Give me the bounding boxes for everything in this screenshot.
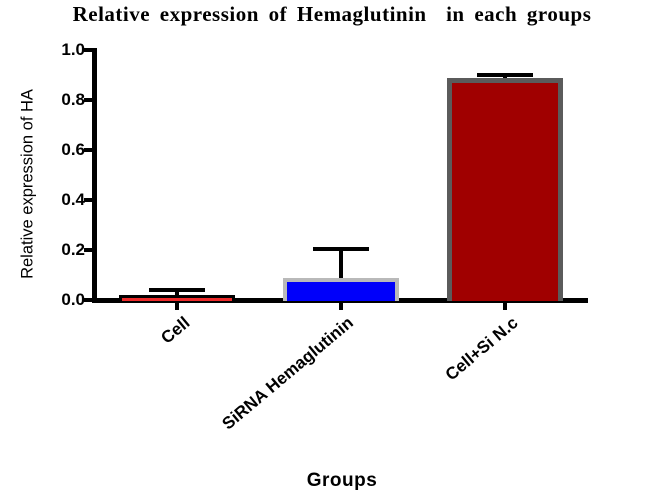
y-tick (84, 248, 92, 252)
x-category-label-sirna-hemaglutinin: SiRNA Hemaglutinin (218, 313, 358, 434)
x-tick (503, 301, 507, 310)
y-tick (84, 148, 92, 152)
y-tick-label: 0.4 (61, 190, 85, 209)
x-category-label-cell-si-n-c: Cell+Si N.c (441, 313, 522, 385)
y-tick-label: 0.6 (61, 140, 85, 159)
y-tick-label: 0.8 (61, 90, 85, 109)
bar-cell (119, 295, 235, 301)
error-bar-stem-sirna-hemaglutinin (339, 248, 343, 286)
y-tick (84, 198, 92, 202)
bar-sirna-hemaglutinin (283, 277, 399, 301)
y-tick (84, 98, 92, 102)
y-tick-label: 0.0 (61, 290, 85, 309)
error-bar-cap-sirna-hemaglutinin (313, 246, 369, 251)
y-tick-label: 1.0 (61, 40, 85, 59)
y-tick (84, 298, 92, 302)
error-bar-cap-cell-si-n-c (477, 73, 533, 77)
x-tick (175, 301, 179, 310)
y-tick (84, 48, 92, 52)
x-category-label-cell: Cell (157, 313, 194, 348)
y-tick-label: 0.2 (61, 240, 85, 259)
y-axis-line (92, 48, 97, 303)
x-tick (339, 301, 343, 310)
bar-cell-si-n-c (447, 77, 563, 301)
chart-title: Relative expression of Hemaglutinin in e… (72, 2, 592, 26)
error-bar-cap-cell (149, 288, 205, 292)
x-axis-title: Groups (306, 470, 378, 491)
